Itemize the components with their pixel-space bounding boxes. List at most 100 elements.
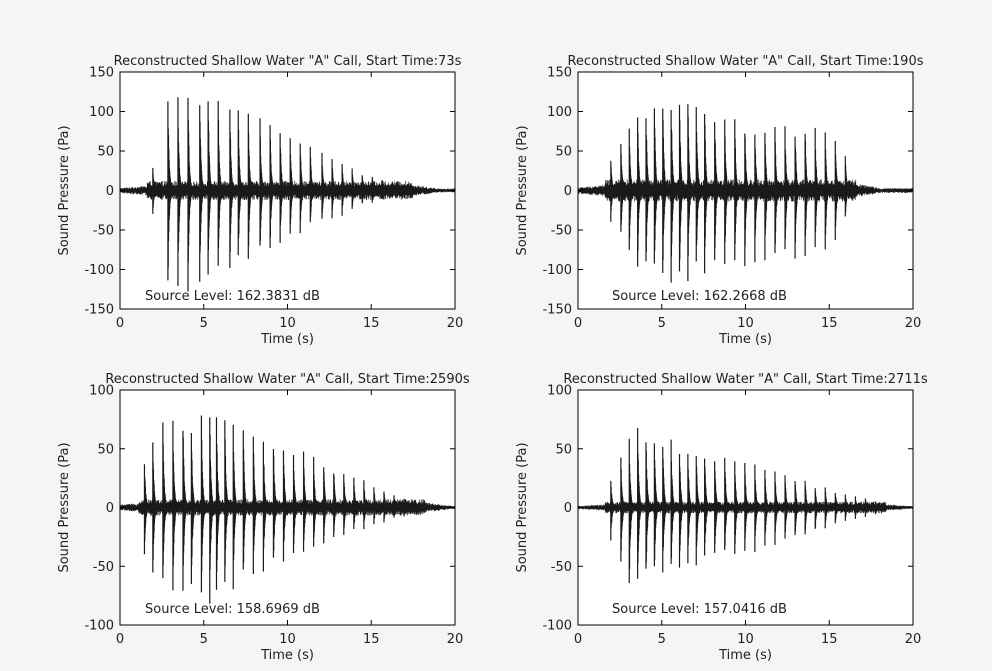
x-tick-label: 5 — [658, 632, 666, 647]
pulse — [794, 136, 800, 259]
pulse — [670, 110, 676, 283]
chart-panel-2: 0 5 10 15 20 -150 -100 -50 0 50 100 150Reconstructe… — [515, 54, 924, 347]
pulse — [413, 500, 419, 514]
pulse — [177, 97, 183, 287]
pulse — [637, 428, 642, 579]
pulse — [653, 443, 659, 567]
pulse — [289, 138, 295, 234]
pulse — [209, 417, 215, 604]
chart-title: Reconstructed Shallow Water "A" Call, St… — [105, 372, 470, 387]
pulse — [187, 97, 193, 292]
waveform — [578, 428, 913, 584]
pulse — [371, 176, 377, 203]
pulse — [662, 108, 668, 274]
pulse — [610, 160, 616, 222]
y-tick-label: -150 — [84, 303, 114, 318]
pulse — [152, 442, 158, 573]
pulse — [687, 453, 693, 564]
x-tick-label: 0 — [116, 632, 124, 647]
x-tick-label: 5 — [200, 316, 208, 331]
x-tick-label: 15 — [363, 316, 380, 331]
pulse — [353, 477, 359, 530]
x-tick-label: 15 — [821, 632, 838, 647]
pulse — [381, 180, 387, 199]
pulse — [645, 118, 651, 262]
y-tick-label: 100 — [89, 384, 114, 399]
x-tick-label: 15 — [821, 316, 838, 331]
pulse — [262, 441, 268, 572]
pulse — [292, 455, 298, 553]
x-axis-label: Time (s) — [718, 648, 772, 663]
y-tick-label: -100 — [542, 263, 572, 278]
pulse — [331, 159, 337, 219]
pulse — [207, 101, 213, 275]
x-tick-label: 0 — [116, 316, 124, 331]
pulse — [391, 181, 397, 198]
y-tick-label: 0 — [106, 501, 114, 516]
chart-title: Reconstructed Shallow Water "A" Call, St… — [563, 372, 928, 387]
pulse — [645, 442, 651, 569]
pulse — [252, 436, 258, 575]
pulse — [834, 140, 840, 240]
pulse — [143, 464, 149, 555]
x-axis-label: Time (s) — [260, 332, 314, 347]
pulse — [628, 438, 634, 584]
source-level-annotation: Source Level: 162.2668 dB — [612, 289, 787, 304]
y-tick-label: -100 — [84, 619, 114, 634]
pulse — [620, 457, 626, 562]
pulse — [361, 175, 367, 204]
y-tick-label: 50 — [555, 442, 572, 457]
pulse — [724, 119, 730, 264]
y-tick-label: 50 — [97, 442, 114, 457]
pulse — [215, 417, 221, 590]
pulse — [620, 144, 626, 232]
pulse — [784, 126, 790, 250]
pulse — [844, 494, 850, 521]
pulse — [232, 424, 238, 590]
pulse — [662, 446, 668, 573]
pulse — [313, 456, 318, 547]
pulse — [282, 450, 288, 562]
pulse — [744, 463, 750, 551]
y-axis-label: Sound Pressure (Pa) — [57, 125, 72, 255]
pulse — [373, 487, 379, 525]
source-level-annotation: Source Level: 162.3831 dB — [145, 289, 320, 304]
pulse — [714, 122, 719, 261]
pulse — [764, 469, 770, 546]
pulse — [152, 167, 158, 214]
x-tick-label: 20 — [905, 632, 922, 647]
pulse — [734, 461, 740, 554]
pulse — [687, 104, 693, 282]
pulse — [200, 415, 206, 593]
pulse — [637, 117, 642, 267]
pulse — [678, 104, 684, 272]
waveform — [578, 104, 913, 283]
pulse — [774, 471, 780, 545]
y-tick-label: -50 — [551, 224, 572, 239]
pulse — [814, 127, 820, 248]
pulse — [302, 451, 308, 552]
pulse — [754, 464, 760, 552]
pulse — [754, 134, 760, 263]
y-tick-label: 150 — [89, 66, 114, 81]
pulse — [323, 467, 328, 544]
pulse — [172, 420, 178, 591]
y-axis-label: Sound Pressure (Pa) — [515, 442, 530, 572]
pulse — [269, 125, 275, 248]
pulse — [610, 480, 616, 541]
x-tick-label: 5 — [200, 632, 208, 647]
pulse — [279, 133, 285, 244]
pulse — [403, 498, 409, 517]
pulse — [167, 101, 173, 281]
y-tick-label: 0 — [564, 184, 572, 199]
y-tick-label: 0 — [564, 501, 572, 516]
pulse — [824, 487, 830, 529]
pulse — [794, 481, 800, 536]
y-axis-label: Sound Pressure (Pa) — [57, 442, 72, 572]
pulse — [299, 143, 305, 234]
pulse — [229, 109, 235, 268]
pulse — [764, 132, 770, 261]
pulse — [237, 110, 243, 256]
pulse — [834, 492, 840, 524]
